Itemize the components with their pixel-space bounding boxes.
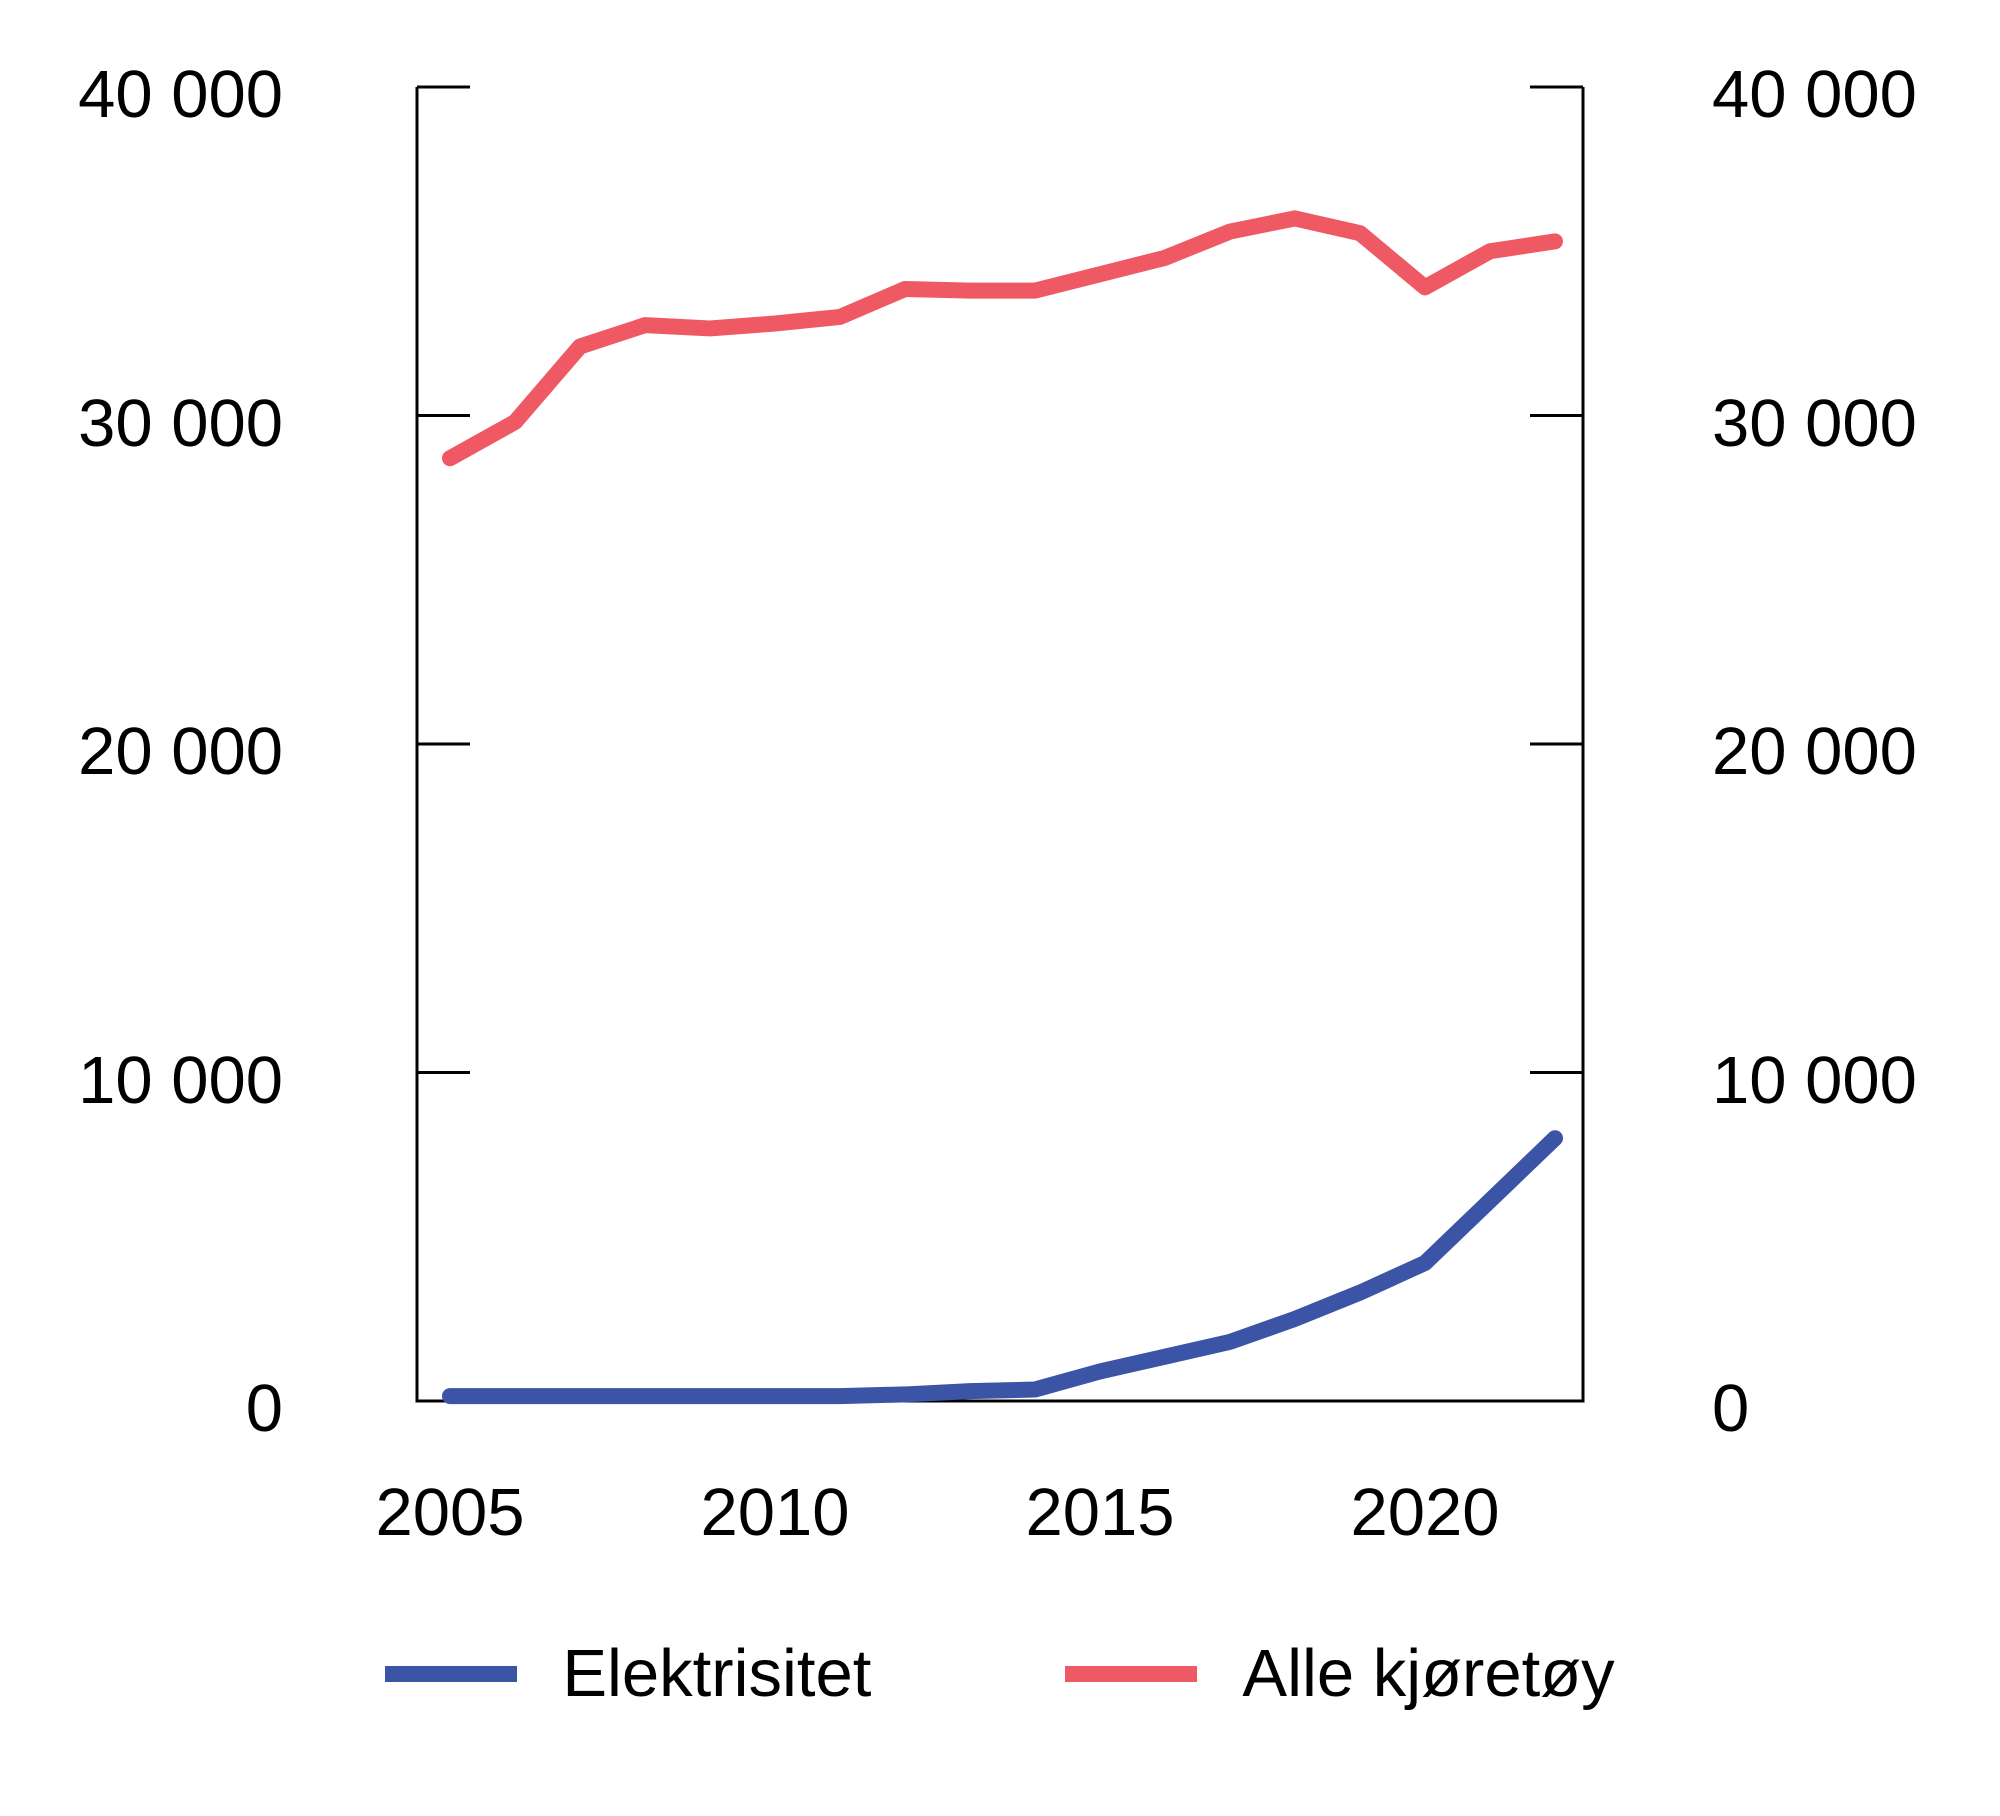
y-axis-left-label: 10 000 (78, 1042, 283, 1118)
legend-item-alle-kjoretoy: Alle kjøretøy (1065, 1636, 1615, 1711)
series-line-elektrisitet (442, 1130, 1563, 1405)
x-axis-label: 2005 (375, 1475, 525, 1550)
y-axis-right-label: 10 000 (1712, 1042, 1917, 1118)
y-axis-left-label: 40 000 (78, 57, 283, 132)
legend-swatch-elektrisitet (385, 1666, 518, 1682)
legend: Elektrisitet Alle kjøretøy (0, 1628, 2000, 1720)
y-axis-left-label: 20 000 (78, 714, 283, 789)
legend-item-elektrisitet: Elektrisitet (385, 1637, 871, 1711)
y-axis-right-label: 0 (1712, 1371, 1750, 1446)
x-axis-label: 2020 (1350, 1475, 1500, 1550)
series-line-alle-kj-ret-y (442, 210, 1563, 467)
legend-label-alle-kjoretoy: Alle kjøretøy (1242, 1636, 1615, 1711)
y-axis-left-label: 0 (245, 1371, 283, 1446)
legend-label-elektrisitet: Elektrisitet (562, 1636, 872, 1711)
x-axis-label: 2015 (1025, 1475, 1175, 1550)
y-axis-right-label: 40 000 (1712, 57, 1917, 132)
legend-swatch-alle-kjoretoy (1065, 1666, 1198, 1682)
y-axis-left-label: 30 000 (78, 385, 283, 461)
y-axis-right-label: 30 000 (1712, 385, 1917, 461)
x-axis-label: 2010 (700, 1475, 850, 1550)
y-axis-right-label: 20 000 (1712, 714, 1917, 789)
